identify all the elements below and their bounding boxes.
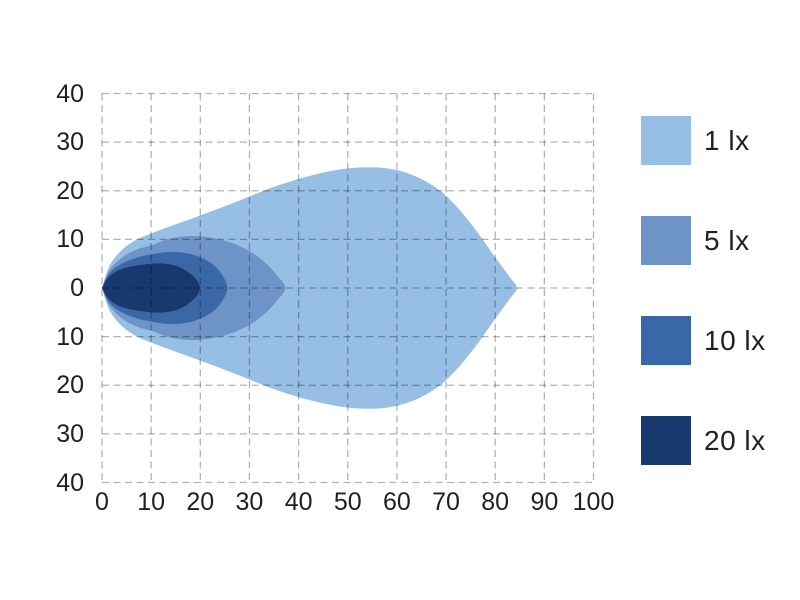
legend-item: 10 lx [641, 316, 766, 365]
y-tick-label: 10 [56, 322, 84, 351]
legend-label: 10 lx [704, 324, 766, 356]
x-tick-label: 100 [572, 488, 615, 516]
legend-label: 5 lx [704, 224, 750, 256]
x-tick-label: 20 [186, 488, 215, 516]
legend-item: 5 lx [641, 216, 766, 265]
legend-label: 1 lx [704, 124, 750, 156]
y-tick-label: 40 [56, 468, 84, 497]
x-tick-label: 80 [481, 488, 510, 516]
y-tick-label: 40 [56, 79, 84, 108]
legend-item: 1 lx [641, 116, 766, 165]
legend-swatch [641, 116, 691, 165]
x-tick-label: 50 [333, 488, 362, 516]
y-tick-label: 20 [56, 176, 84, 205]
x-tick-label: 0 [95, 488, 109, 516]
legend-swatch [641, 216, 691, 265]
y-tick-label: 30 [56, 128, 84, 157]
contour-1-lx [102, 167, 517, 409]
y-tick-label: 0 [70, 274, 84, 302]
legend-label: 20 lx [704, 424, 766, 456]
x-tick-label: 40 [284, 488, 313, 516]
x-tick-label: 70 [432, 488, 460, 516]
legend-swatch [641, 416, 691, 465]
legend-item: 20 lx [641, 416, 766, 465]
y-tick-label: 20 [56, 371, 84, 400]
y-tick-label: 10 [56, 225, 84, 254]
contour-20-lx [102, 263, 200, 313]
y-tick-label: 30 [56, 419, 84, 448]
legend-swatch [641, 316, 691, 365]
x-tick-label: 30 [235, 488, 264, 516]
x-tick-label: 90 [530, 488, 559, 516]
legend: 1 lx 5 lx 10 lx 20 lx [641, 116, 766, 516]
x-tick-label: 60 [382, 488, 411, 516]
x-tick-label: 10 [137, 488, 166, 516]
grid [101, 92, 595, 484]
